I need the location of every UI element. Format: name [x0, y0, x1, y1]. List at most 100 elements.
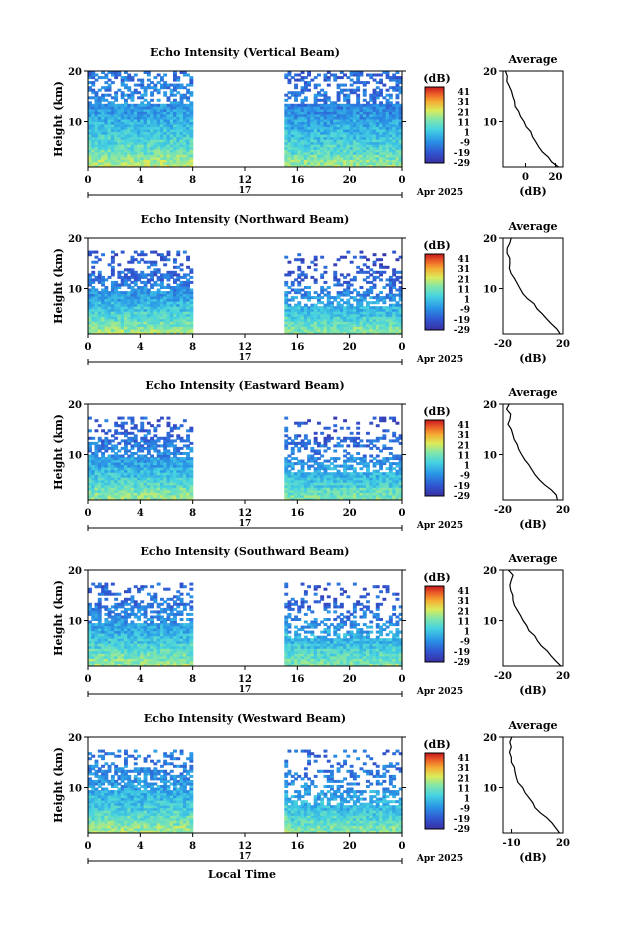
heatmap-cell — [163, 134, 168, 138]
heatmap-cell — [343, 124, 347, 128]
heatmap-cell — [166, 283, 171, 287]
heatmap-cell — [133, 73, 138, 77]
heatmap-cell — [346, 141, 351, 145]
heatmap-cell — [294, 479, 298, 483]
heatmap-cell — [173, 494, 177, 498]
heatmap-cell — [104, 436, 109, 440]
heatmap-cell — [160, 116, 164, 120]
heatmap-cell — [140, 474, 145, 478]
heatmap-cell — [346, 146, 351, 150]
heatmap-cell — [140, 134, 145, 138]
heatmap-cell — [91, 265, 96, 269]
heatmap-cell — [182, 452, 187, 455]
heatmap-cell — [124, 467, 128, 471]
heatmap-cell — [137, 479, 141, 483]
heatmap-cell — [189, 116, 194, 120]
heatmap-cell — [303, 159, 308, 163]
heatmap-cell — [124, 469, 128, 473]
heatmap-cell — [189, 83, 194, 87]
heatmap-cell — [339, 323, 344, 327]
heatmap-cell — [343, 449, 347, 453]
heatmap-cell — [379, 328, 383, 332]
heatmap-cell — [186, 103, 190, 107]
heatmap-cell — [176, 151, 181, 155]
heatmap-cell — [176, 131, 181, 135]
heatmap-cell — [369, 126, 374, 130]
heatmap-cell — [366, 141, 370, 145]
heatmap-cell — [169, 306, 174, 310]
heatmap-cell — [117, 71, 122, 74]
heatmap-cell — [310, 296, 315, 300]
heatmap-cell — [323, 144, 328, 148]
heatmap-cell — [163, 255, 168, 259]
heatmap-cell — [346, 331, 351, 335]
heatmap-cell — [326, 306, 331, 310]
heatmap-cell — [385, 159, 390, 163]
heatmap-cell — [300, 316, 305, 320]
heatmap-cell — [143, 321, 148, 325]
heatmap-cell — [88, 154, 92, 158]
heatmap-cell — [290, 487, 295, 491]
heatmap-cell — [369, 323, 374, 327]
heatmap-cell — [110, 477, 115, 481]
heatmap-cell — [166, 308, 171, 312]
heatmap-cell — [117, 293, 122, 297]
heatmap-cell — [385, 161, 390, 165]
heatmap-cell — [97, 487, 102, 491]
heatmap-cell — [369, 119, 374, 122]
colorbar-tick-label: 31 — [457, 265, 470, 275]
heatmap-cell — [124, 328, 128, 332]
heatmap-cell — [166, 108, 171, 112]
heatmap-cell — [352, 154, 357, 158]
heatmap-cell — [346, 323, 351, 327]
heatmap-cell — [284, 441, 289, 445]
heatmap-cell — [186, 111, 190, 115]
heatmap-cell — [294, 331, 298, 335]
heatmap-cell — [163, 151, 168, 155]
heatmap-cell — [107, 462, 112, 466]
heatmap-cell — [166, 103, 171, 107]
heatmap-cell — [336, 328, 341, 332]
heatmap-cell — [97, 146, 102, 150]
heatmap-cell — [313, 449, 318, 453]
heatmap-cell — [395, 139, 400, 143]
heatmap-cell — [97, 144, 102, 148]
heatmap-cell — [186, 283, 190, 287]
heatmap-cell — [166, 159, 171, 163]
heatmap-cell — [339, 494, 344, 498]
heatmap-cell — [107, 467, 112, 471]
heatmap-cell — [392, 129, 397, 133]
heatmap-cell — [137, 457, 141, 461]
heatmap-cell — [156, 151, 161, 155]
heatmap-cell — [140, 482, 145, 486]
heatmap-cell — [150, 296, 154, 300]
heatmap-cell — [110, 293, 115, 297]
heatmap-cell — [297, 93, 302, 97]
heatmap-cell — [130, 439, 135, 443]
heatmap-cell — [379, 119, 383, 122]
heatmap-cell — [300, 462, 305, 466]
heatmap-cell — [140, 303, 145, 307]
heatmap-cell — [352, 492, 357, 496]
heatmap-cell — [176, 426, 181, 430]
heatmap-cell — [146, 494, 151, 498]
heatmap-cell — [114, 462, 119, 466]
heatmap-cell — [392, 73, 397, 77]
heatmap-cell — [323, 441, 328, 445]
heatmap-cell — [287, 459, 292, 463]
heatmap-cell — [297, 321, 302, 325]
heatmap-cell — [359, 126, 364, 130]
heatmap-cell — [88, 482, 92, 486]
heatmap-cell — [313, 278, 318, 282]
heatmap-cell — [186, 129, 190, 133]
heatmap-cell — [133, 489, 138, 493]
heatmap-cell — [372, 159, 377, 163]
heatmap-cell — [352, 81, 357, 85]
heatmap-cell — [127, 474, 132, 478]
heatmap-cell — [94, 116, 99, 120]
heatmap-cell — [385, 136, 390, 140]
colorbar-segment — [425, 293, 444, 295]
heatmap-cell — [330, 121, 334, 125]
heatmap-cell — [124, 129, 128, 133]
heatmap-cell — [156, 126, 161, 130]
